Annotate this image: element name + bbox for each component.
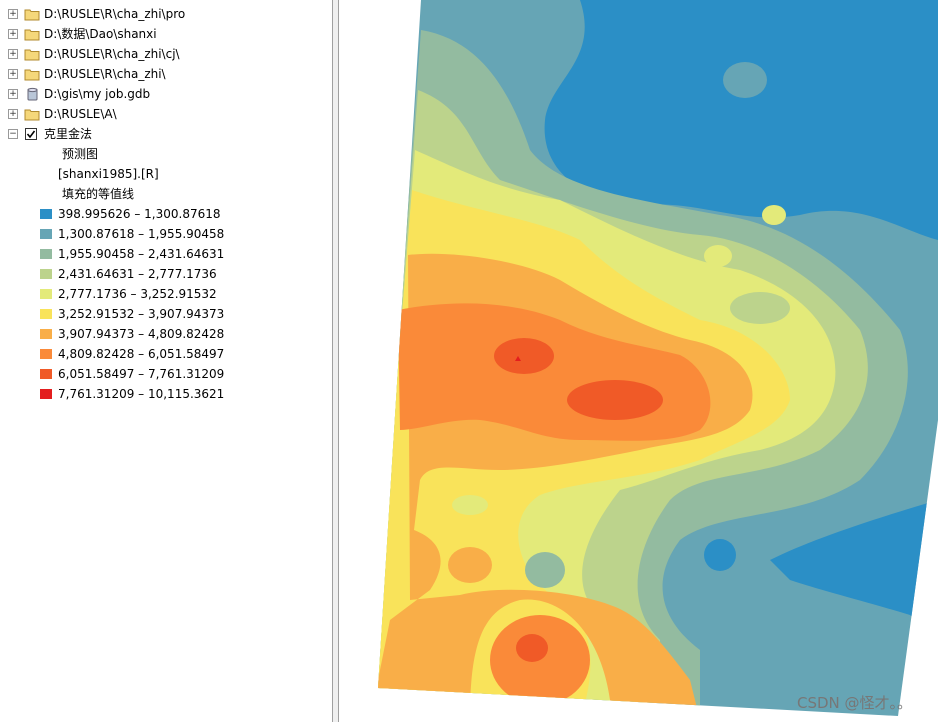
item-label: D:\数据\Dao\shanxi (44, 27, 157, 41)
icon (24, 7, 40, 27)
icon (24, 87, 40, 107)
kriging-surface (378, 0, 938, 716)
layer-name: 克里金法 (44, 127, 93, 141)
splitter (333, 0, 339, 722)
legend-swatch (40, 249, 52, 259)
map (378, 0, 938, 716)
legend-label: 3,907.94373 – 4,809.82428 (58, 327, 225, 341)
legend-swatch (40, 209, 52, 219)
expand-button[interactable]: + (8, 29, 18, 39)
icon (24, 27, 40, 47)
legend-swatch (40, 389, 52, 399)
legend-label: 2,431.64631 – 2,777.1736 (58, 267, 217, 281)
legend-label: 3,252.91532 – 3,907.94373 (58, 307, 225, 321)
expand-button[interactable]: + (8, 89, 18, 99)
layer-sublabel: 预测图 (62, 147, 99, 161)
expand-button[interactable]: + (8, 49, 18, 59)
legend-swatch (40, 329, 52, 339)
legend-label: 7,761.31209 – 10,115.3621 (58, 387, 225, 401)
legend-label: 1,955.90458 – 2,431.64631 (58, 247, 225, 261)
expand-button[interactable]: + (8, 69, 18, 79)
icon (24, 107, 40, 127)
legend-label: 4,809.82428 – 6,051.58497 (58, 347, 225, 361)
item-label: D:\RUSLE\R\cha_zhi\cj\ (44, 47, 180, 61)
legend-swatch (40, 229, 52, 239)
icon (24, 67, 40, 87)
legend-swatch (40, 309, 52, 319)
expand-button[interactable]: + (8, 109, 18, 119)
collapse-button[interactable]: − (8, 129, 18, 139)
legend-swatch (40, 369, 52, 379)
watermark: CSDN @怪才。。 (797, 694, 913, 712)
layer-sublabel: [shanxi1985].[R] (58, 167, 159, 181)
table-of-contents: + D:\RUSLE\R\cha_zhi\pro + D:\数据\Dao\shanxi… (0, 0, 333, 722)
item-label: D:\RUSLE\R\cha_zhi\pro (44, 7, 186, 21)
legend-swatch (40, 349, 52, 359)
legend-label: 6,051.58497 – 7,761.31209 (58, 367, 225, 381)
legend-label: 2,777.1736 – 3,252.91532 (58, 287, 217, 301)
legend-label: 1,300.87618 – 1,955.90458 (58, 227, 225, 241)
legend-swatch (40, 289, 52, 299)
item-label: D:\gis\my job.gdb (44, 87, 151, 101)
layer-sublabel: 填充的等值线 (62, 187, 135, 201)
item-label: D:\RUSLE\A\ (44, 107, 117, 121)
legend-swatch (40, 269, 52, 279)
item-label: D:\RUSLE\R\cha_zhi\ (44, 67, 166, 81)
legend-label: 398.995626 – 1,300.87618 (58, 207, 221, 221)
layer-checkbox[interactable] (24, 127, 38, 147)
expand-button[interactable]: + (8, 9, 18, 19)
icon (24, 47, 40, 67)
